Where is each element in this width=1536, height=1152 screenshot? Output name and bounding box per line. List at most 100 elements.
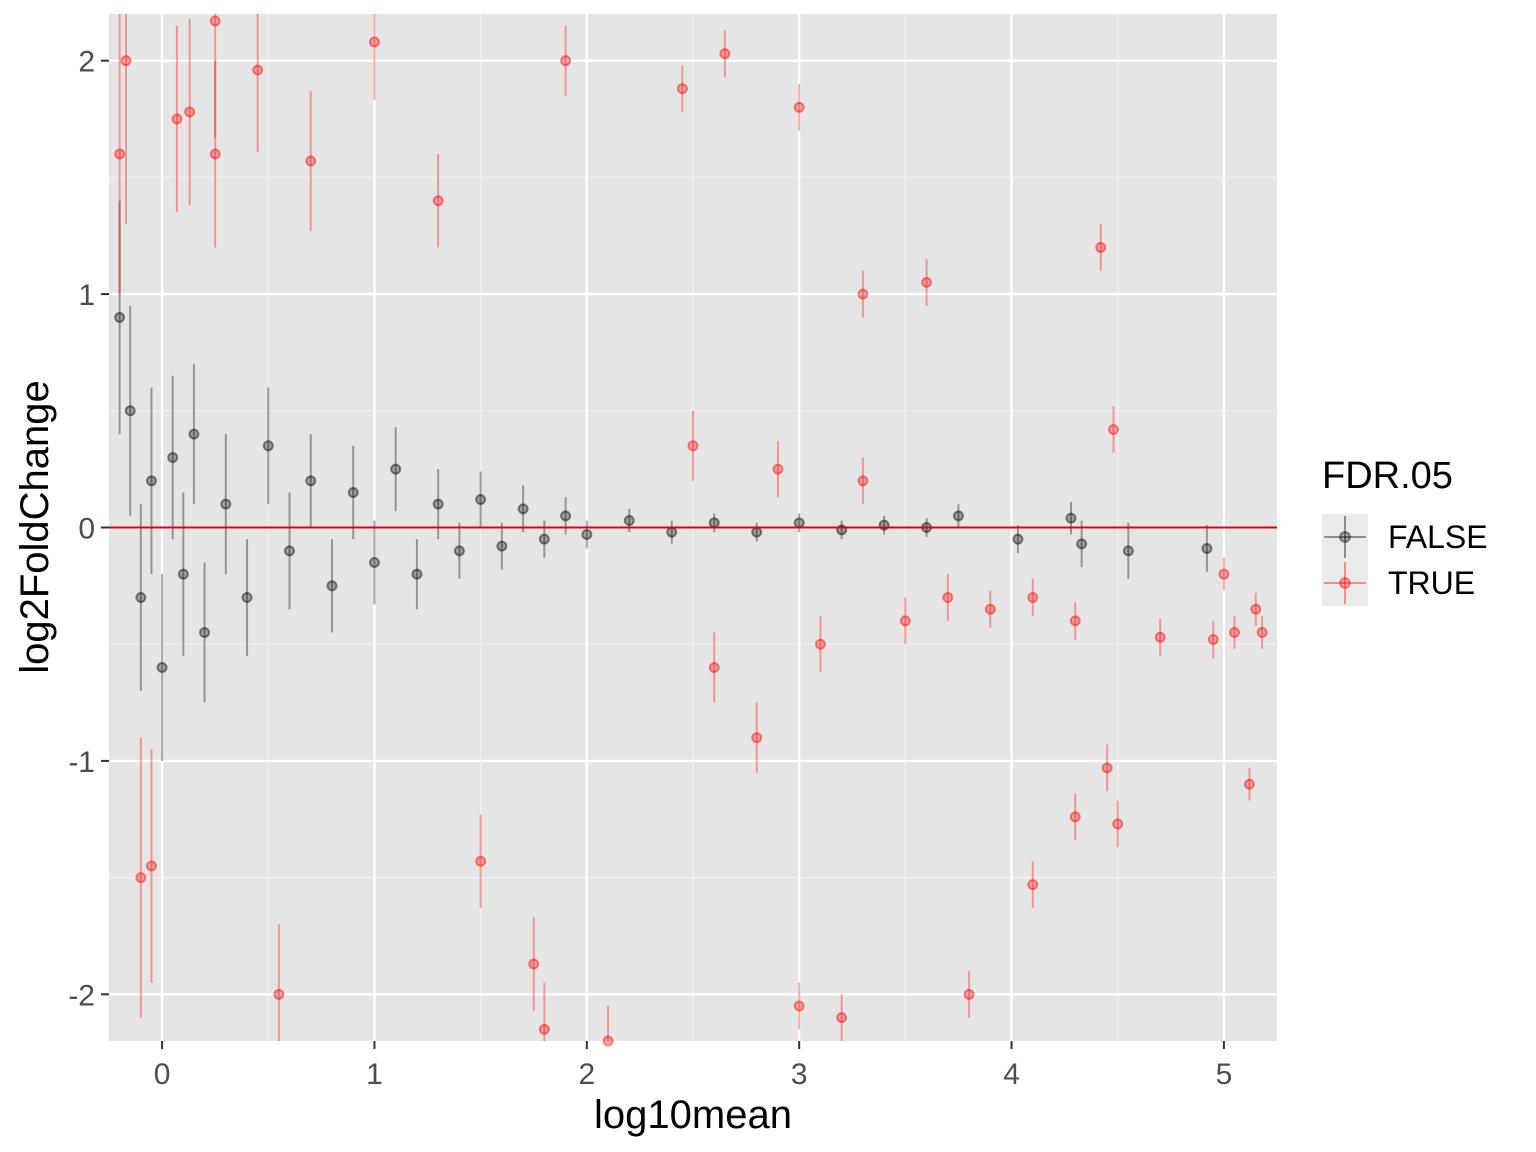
true-point <box>1027 592 1039 604</box>
false-point <box>262 440 274 452</box>
true-point <box>772 463 784 475</box>
true-point <box>114 148 126 160</box>
false-point <box>432 498 444 510</box>
x-tick-label: 3 <box>791 1058 808 1091</box>
false-point <box>1012 533 1024 545</box>
false-point <box>305 475 317 487</box>
false-point <box>411 568 423 580</box>
false-point <box>284 545 296 557</box>
true-point <box>120 55 132 67</box>
y-tick-label: 1 <box>78 279 95 312</box>
false-point <box>390 463 402 475</box>
false-point <box>560 510 572 522</box>
true-point <box>1229 627 1241 639</box>
true-point <box>1095 241 1107 253</box>
true-point <box>1107 423 1119 435</box>
true-point <box>687 440 699 452</box>
legend-key-true <box>1322 560 1368 606</box>
false-point <box>124 405 136 417</box>
true-point <box>921 276 933 288</box>
y-tick-label: 2 <box>78 46 95 79</box>
y-axis-ticks: -2 -1 0 1 2 <box>68 46 109 1012</box>
y-tick-label: 0 <box>78 513 95 546</box>
false-point <box>1076 538 1088 550</box>
true-point <box>751 732 763 744</box>
true-point <box>209 148 221 160</box>
false-point <box>145 475 157 487</box>
true-point <box>793 1000 805 1012</box>
true-point <box>184 106 196 118</box>
false-point <box>666 526 678 538</box>
true-point <box>252 64 264 76</box>
false-point <box>177 568 189 580</box>
false-point <box>581 529 593 541</box>
x-axis-ticks: 0 1 2 3 4 5 <box>154 1041 1232 1091</box>
x-axis-title: log10mean <box>594 1093 792 1137</box>
x-tick-label: 0 <box>154 1058 171 1091</box>
false-point <box>167 451 179 463</box>
true-point <box>602 1035 614 1047</box>
false-point <box>114 311 126 323</box>
true-point <box>1069 811 1081 823</box>
true-point <box>814 638 826 650</box>
false-point <box>453 545 465 557</box>
true-point <box>963 988 975 1000</box>
true-point <box>719 48 731 60</box>
false-point <box>368 557 380 569</box>
false-point <box>199 627 211 639</box>
false-point <box>517 503 529 515</box>
true-point <box>857 288 869 300</box>
legend: FDR.05 FALSE TRUE <box>1322 455 1488 606</box>
false-point <box>156 662 168 674</box>
true-point <box>899 615 911 627</box>
true-point <box>560 55 572 67</box>
true-point <box>676 83 688 95</box>
true-point <box>305 155 317 167</box>
true-point <box>528 958 540 970</box>
true-point <box>984 603 996 615</box>
true-point <box>1207 634 1219 646</box>
true-point <box>475 855 487 867</box>
true-point <box>793 101 805 113</box>
true-point <box>1250 603 1262 615</box>
false-point <box>1201 543 1213 555</box>
false-point <box>188 428 200 440</box>
x-tick-label: 2 <box>578 1058 595 1091</box>
true-point <box>1154 631 1166 643</box>
false-point <box>751 526 763 538</box>
true-point <box>708 662 720 674</box>
true-point <box>1218 568 1230 580</box>
legend-key-false <box>1322 514 1368 560</box>
y-axis-title: log2FoldChange <box>13 380 57 674</box>
series-true-points <box>114 14 1268 1047</box>
true-point <box>942 592 954 604</box>
false-point <box>623 514 635 526</box>
false-point <box>793 517 805 529</box>
false-point <box>241 592 253 604</box>
legend-title: FDR.05 <box>1322 455 1453 497</box>
false-point <box>347 486 359 498</box>
true-point <box>1027 879 1039 891</box>
true-point <box>857 475 869 487</box>
true-point <box>273 988 285 1000</box>
true-point <box>836 1012 848 1024</box>
true-point <box>368 36 380 48</box>
true-point <box>1101 762 1113 774</box>
false-point <box>220 498 232 510</box>
true-point <box>1256 627 1268 639</box>
true-point <box>1243 778 1255 790</box>
true-point <box>209 15 221 27</box>
true-point <box>1112 818 1124 830</box>
x-tick-label: 1 <box>366 1058 383 1091</box>
y-tick-label: -1 <box>68 746 95 779</box>
false-point <box>326 580 338 592</box>
x-tick-label: 4 <box>1003 1058 1020 1091</box>
true-point <box>1069 615 1081 627</box>
true-point <box>171 113 183 125</box>
false-point <box>135 592 147 604</box>
false-point <box>496 540 508 552</box>
false-point <box>952 510 964 522</box>
false-point <box>1122 545 1134 557</box>
false-point <box>1065 512 1077 524</box>
